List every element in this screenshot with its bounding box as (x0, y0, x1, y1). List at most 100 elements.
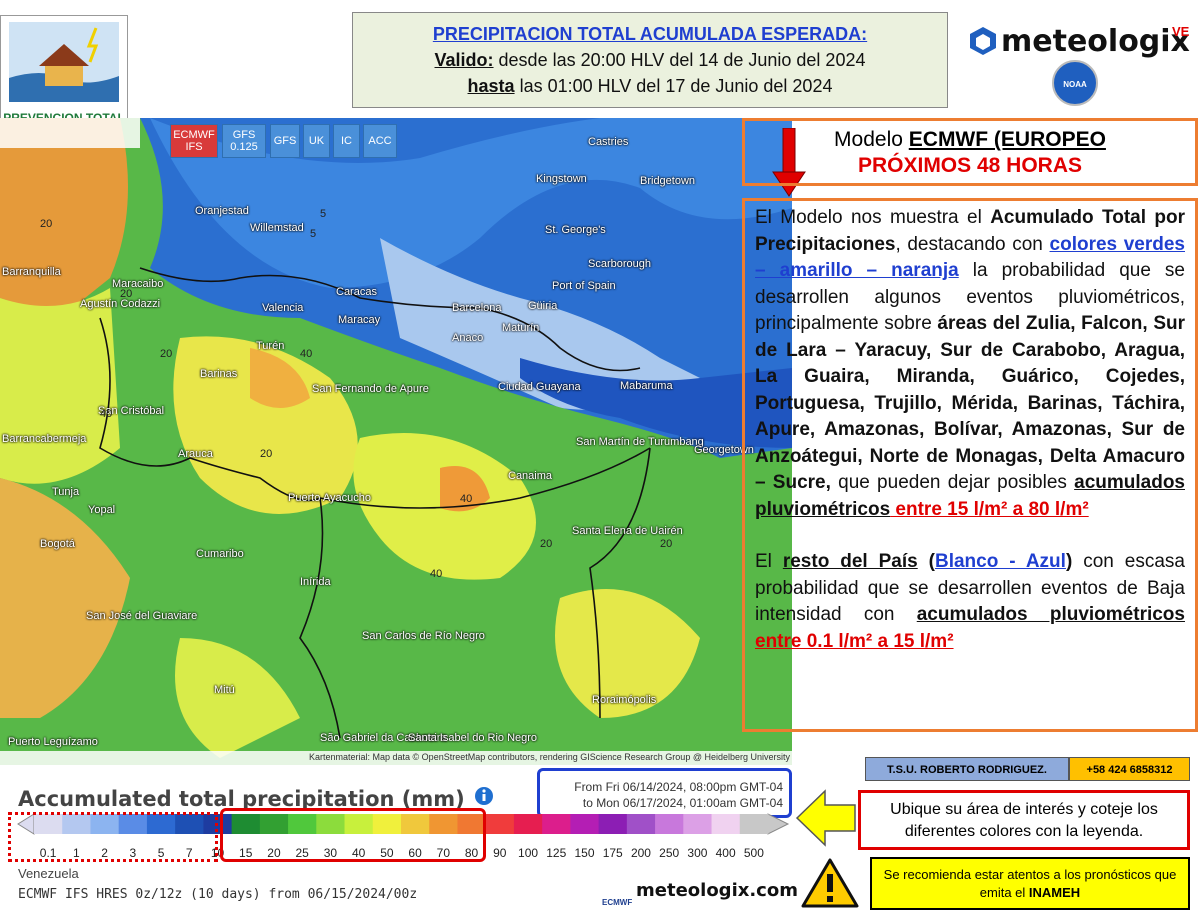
scale-swatch (513, 814, 543, 834)
place-label: San José del Guaviare (86, 610, 198, 622)
text-segment: acumulados pluviométricos (916, 604, 1185, 625)
text-segment: ECMWF (EUROPEO (908, 128, 1106, 151)
light-rain-zone (380, 238, 700, 410)
yellow-arrow (795, 789, 856, 847)
scale-label: 30 (323, 846, 338, 860)
scale-swatch (429, 814, 458, 834)
scale-label: 500 (743, 846, 764, 860)
scale-label: 1 (73, 846, 80, 860)
zone-yellow-s (175, 638, 300, 758)
legend-site: meteologix.com (636, 880, 798, 901)
model-box: Modelo ECMWF (EUROPEO PRÓXIMOS 48 HORAS (742, 118, 1198, 186)
contour-label: 20 (260, 448, 273, 460)
contour-label: 5 (320, 208, 327, 220)
scale-label: 250 (659, 846, 680, 860)
noaa-logo: NOAA (1052, 60, 1098, 106)
text-segment: El (755, 551, 783, 572)
place-label: St. George's (545, 224, 606, 236)
scale-swatch (344, 814, 374, 834)
legend-title: Accumulated total precipitation (mm) (18, 787, 465, 811)
scale-swatch (259, 814, 289, 834)
description: El Modelo nos muestra el Acumulado Total… (742, 198, 1198, 732)
map-button: ACC (363, 124, 397, 158)
scale-label: 0.1 (39, 846, 57, 860)
info-icon (475, 787, 493, 805)
scale-label: 175 (602, 846, 623, 860)
map-button: UK (303, 124, 330, 158)
text-segment: la probabilidad que se desarrollen algun… (755, 260, 1186, 334)
text-segment: Blanco - Azul (934, 551, 1066, 572)
header-line: PRECIPITACION TOTAL ACUMULADA ESPERADA: (353, 21, 947, 47)
text-segment: INAMEH (1028, 885, 1081, 900)
place-label: San Fernando de Apure (312, 383, 429, 395)
place-label: Roraimópolis (592, 694, 657, 706)
place-label: Barranquilla (2, 266, 61, 278)
zone-yellow-w (0, 288, 120, 484)
highlight-high (220, 808, 486, 862)
place-label: Valencia (262, 302, 304, 314)
text-segment: Modelo (834, 128, 909, 151)
place-label: Canaima (508, 470, 553, 482)
scale-label: 80 (464, 846, 479, 860)
toolbar (0, 118, 140, 148)
contour-label: 20 (120, 288, 133, 300)
place-label: Mabaruma (620, 380, 673, 392)
place-label: San Carlos de Río Negro (362, 630, 485, 642)
contour-label: 5 (310, 228, 317, 240)
text-segment: , destacando con (895, 233, 1050, 255)
text-segment: las 01:00 HLV del 17 de Junio del 2024 (514, 76, 833, 96)
scale-label: 5 (157, 846, 165, 860)
contour-label: 40 (300, 348, 313, 360)
place-label: Maturín (502, 322, 540, 334)
header-line: Valido: desde las 20:00 HLV del 14 de Ju… (353, 47, 947, 73)
map-button: GFS 0.125 (222, 124, 266, 158)
contour-label: 20 (540, 538, 553, 550)
map-button: GFS (270, 124, 300, 158)
map-button: ECMWF IFS (170, 124, 218, 158)
yellow-arrow-shape (795, 789, 856, 847)
scale-swatch (90, 814, 120, 834)
legend-model: ECMWF IFS HRES 0z/12z (10 days) from 06/… (18, 887, 418, 902)
scale-label: 3 (129, 846, 137, 860)
scale-label: 125 (546, 846, 567, 860)
paragraph: El Modelo nos muestra el Acumulado Total… (755, 205, 1185, 523)
contour-label: 40 (100, 408, 113, 420)
scale-swatch (655, 814, 684, 834)
text-segment: resto del País (782, 551, 918, 572)
info-dot (482, 789, 486, 793)
scale-swatch (542, 814, 571, 834)
legend-source: ECMWF (602, 898, 633, 907)
attribution-bg (0, 751, 792, 765)
text-segment: acumulados pluviométricos (755, 472, 1185, 520)
model-line: Modelo ECMWF (EUROPEO (745, 127, 1195, 153)
map: Kartenmaterial: Map data © OpenStreetMap… (0, 118, 792, 765)
place-label: Port of Spain (552, 280, 616, 292)
place-label: São Gabriel da Cachoeira (320, 732, 447, 744)
place-label: Agustín Codazzi (80, 298, 161, 310)
borders (99, 267, 651, 739)
scale-swatch (485, 814, 515, 834)
scale-swatch (457, 814, 487, 834)
zone-orange-sw (0, 478, 130, 718)
zone-orange-nw (0, 118, 128, 318)
scale-swatch (626, 814, 656, 834)
brand: meteologix VE (968, 22, 1193, 62)
place-label: Willemstad (250, 222, 304, 234)
place-label: Anaco (452, 332, 484, 344)
scale-swatch (118, 814, 148, 834)
scale-label: 400 (715, 846, 736, 860)
header: PRECIPITACION TOTAL ACUMULADA ESPERADA: V… (352, 12, 948, 108)
attribution: Kartenmaterial: Map data © OpenStreetMap… (309, 752, 790, 762)
period-line: to Mon 06/17/2024, 01:00am GMT-04 (582, 796, 783, 810)
map-button: IC (333, 124, 360, 158)
text-segment: Valido: (434, 50, 494, 70)
scale-swatch (372, 814, 402, 834)
zone-yellow-c (173, 336, 358, 514)
scale-swatch (570, 814, 600, 834)
text-segment: entre 15 l/m² a 80 l/m² (890, 498, 1089, 520)
place-label: Inírida (300, 576, 331, 588)
place-label: Santa Isabel do Rio Negro (408, 732, 538, 744)
contour-label: 20 (40, 218, 53, 230)
